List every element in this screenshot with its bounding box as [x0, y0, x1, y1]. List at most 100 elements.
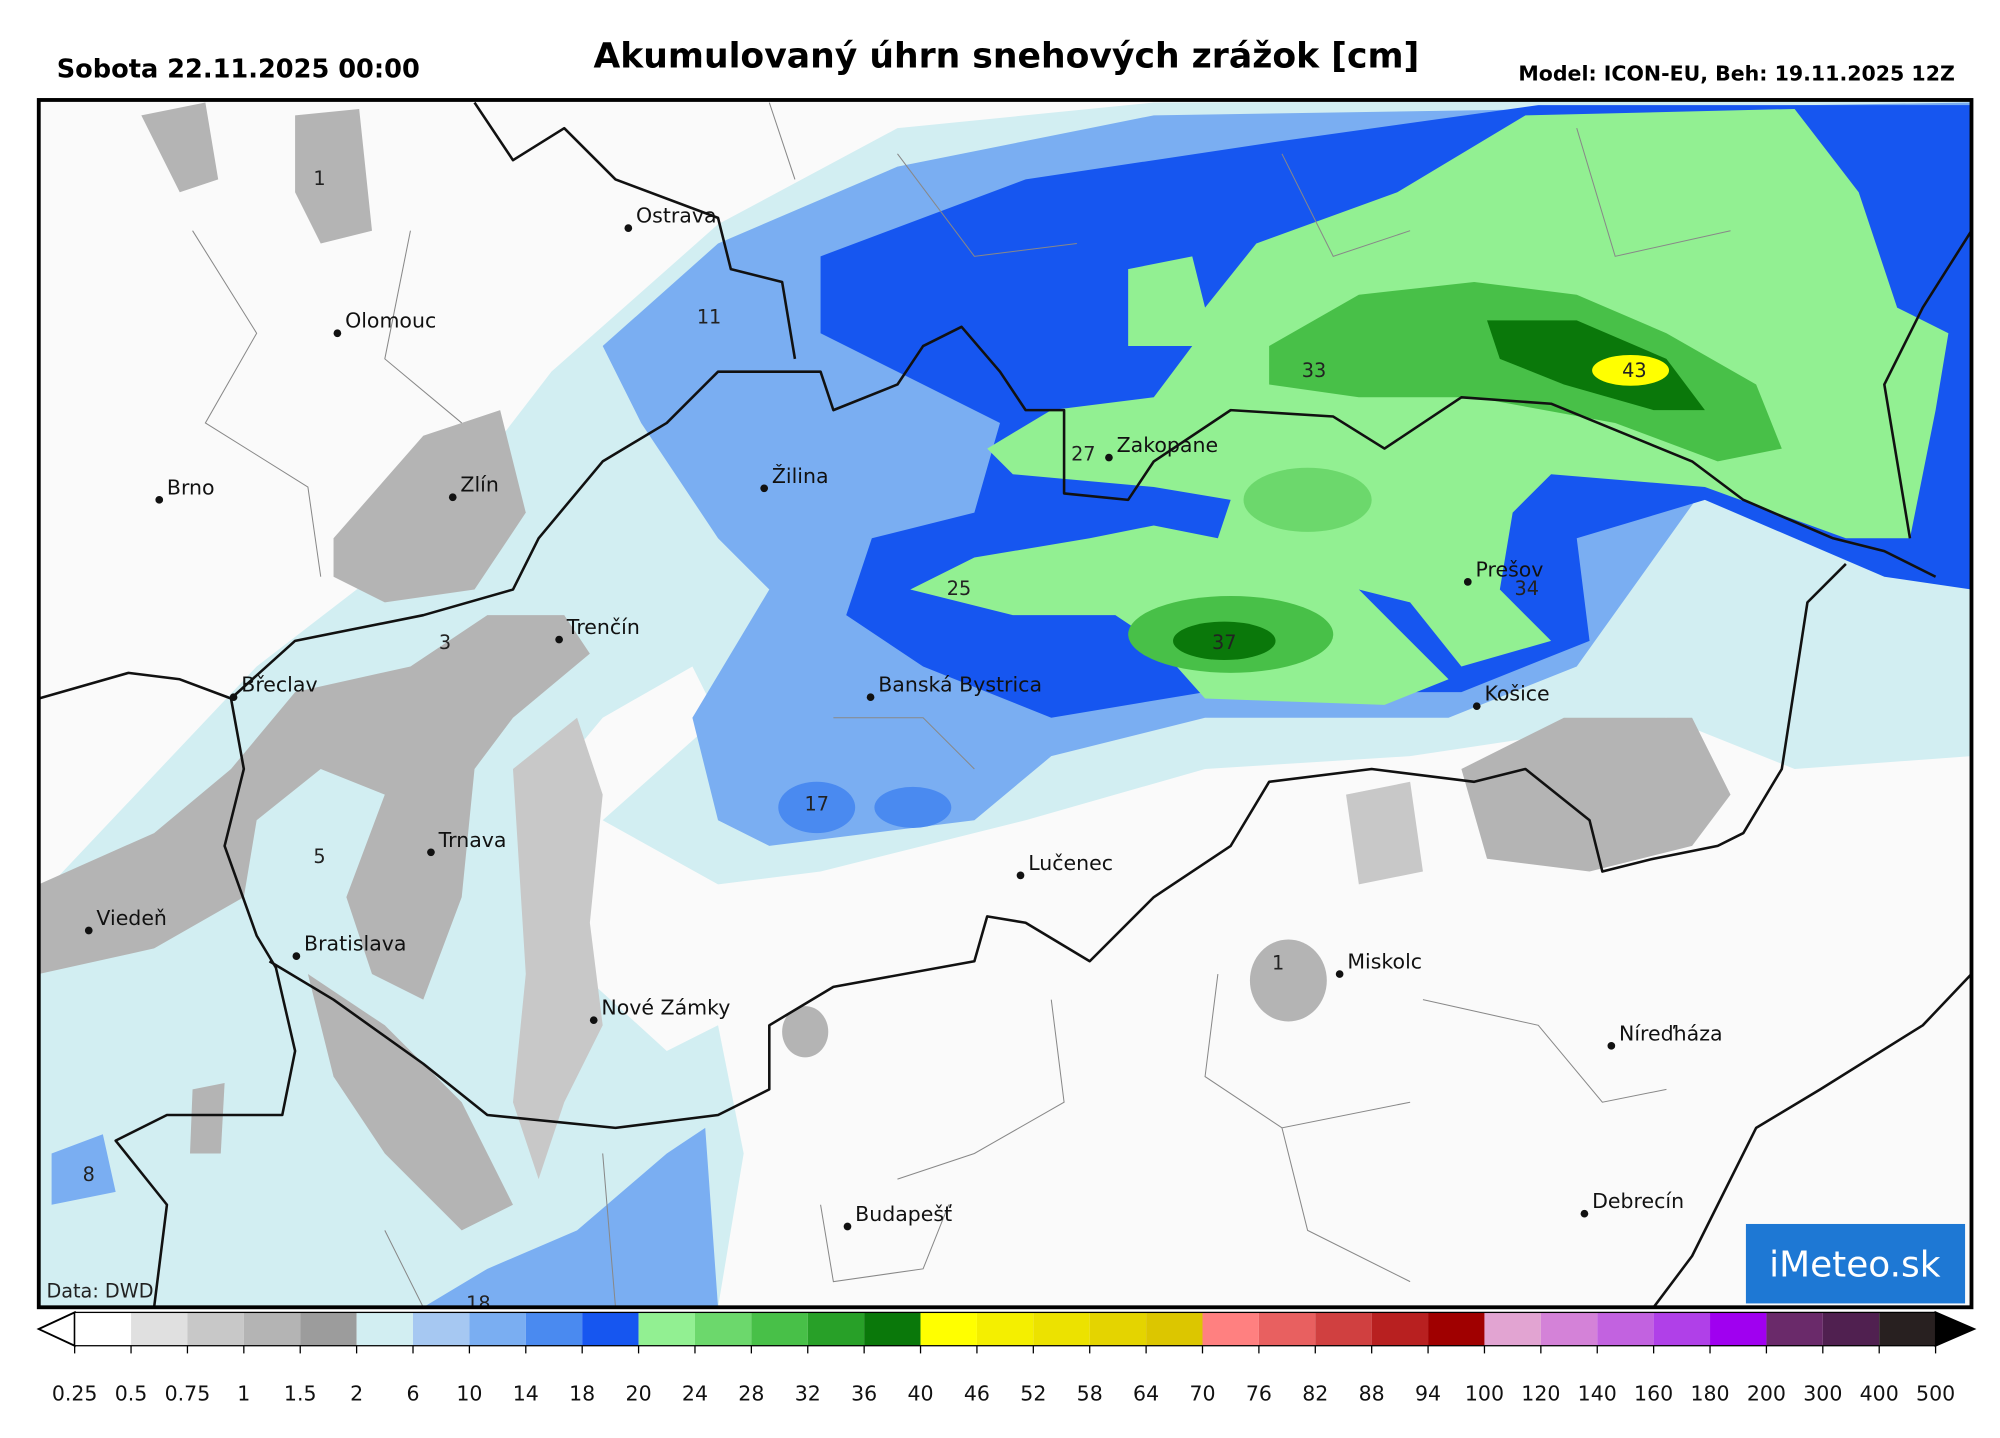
city-dot	[760, 484, 769, 493]
snow-area	[190, 1082, 225, 1154]
city-label: Nové Zámky	[601, 996, 730, 1020]
colorbar-tick-label: 300	[1803, 1381, 1842, 1405]
city-label: Ostrava	[636, 204, 717, 228]
value-label: 27	[1071, 442, 1095, 465]
value-label: 1	[1272, 951, 1284, 974]
value-label: 34	[1515, 577, 1539, 600]
snow-area	[1461, 717, 1731, 872]
cities: Ostrava Olomouc Brno Zlín Žilina Zakopane Tren…	[84, 204, 1723, 1231]
snow-area	[1346, 781, 1423, 885]
city-label: Břeclav	[241, 673, 317, 697]
country-border	[38, 671, 297, 1308]
colorbar-over	[1934, 1310, 1977, 1348]
city-dot	[292, 952, 301, 960]
colorbar-tick-label: 94	[1415, 1381, 1441, 1405]
snow-area	[38, 615, 590, 1000]
value-label: 8	[83, 1163, 95, 1186]
colorbar-segment	[582, 1312, 639, 1346]
colorbar-tick-label: 0.5	[115, 1381, 148, 1405]
colorbar-segment	[1428, 1312, 1485, 1346]
snow-area	[1269, 281, 1782, 462]
city-label: Banská Bystrica	[878, 673, 1042, 697]
city-label: Bratislava	[304, 932, 406, 956]
city-label: Brno	[167, 475, 215, 499]
colorbar-segment	[469, 1312, 526, 1346]
city-label: Košice	[1484, 682, 1549, 706]
colorbar-tick-label: 1	[237, 1381, 250, 1405]
colorbar-under	[36, 1310, 76, 1348]
value-label: 25	[947, 577, 971, 600]
country-border	[473, 101, 1972, 1308]
region-line	[192, 102, 1731, 1308]
title: Akumulovaný úhrn snehových zrážok [cm]	[593, 37, 1419, 77]
city-dot	[155, 495, 164, 504]
colorbar-tick-label: 40	[907, 1381, 933, 1405]
colorbar-tick-label: 88	[1359, 1381, 1385, 1405]
colorbar-segment	[413, 1312, 470, 1346]
colorbar-tick-label: 180	[1690, 1381, 1729, 1405]
colorbar-tick-label: 160	[1634, 1381, 1673, 1405]
city-label: Olomouc	[345, 309, 436, 333]
colorbar-tick-label: 2	[350, 1381, 363, 1405]
value-label: 1	[313, 167, 325, 190]
snow-area	[782, 1006, 829, 1058]
city-label: Budapešť	[855, 1202, 952, 1226]
value-label: 37	[1212, 631, 1236, 654]
colorbar-tick-label: 200	[1747, 1381, 1786, 1405]
city-dot	[1335, 970, 1344, 978]
colorbar-segment	[638, 1312, 695, 1346]
city-label: Prešov	[1475, 557, 1543, 581]
snow-area	[51, 1127, 719, 1308]
snow-area	[333, 410, 526, 603]
value-label: 33	[1302, 359, 1326, 382]
colorbar-tick-label: 140	[1578, 1381, 1617, 1405]
colorbar-segment	[751, 1312, 808, 1346]
source: Data: DWD	[46, 1279, 153, 1302]
colorbar-segment	[1258, 1312, 1316, 1346]
colorbar-tick-label: 120	[1521, 1381, 1560, 1405]
colorbar-frame	[74, 1311, 1937, 1347]
city-dot	[1016, 871, 1025, 880]
colorbar-segment	[356, 1312, 414, 1346]
colorbar-segment	[1484, 1312, 1541, 1346]
snow-area	[1243, 467, 1372, 532]
colorbar-segment	[1766, 1312, 1823, 1346]
city-dot	[624, 224, 633, 232]
colorbar-tick-label: 76	[1246, 1381, 1272, 1405]
colorbar-tick-label: 20	[626, 1381, 652, 1405]
colorbar-segment	[920, 1312, 977, 1346]
colorbar-segment	[976, 1312, 1034, 1346]
colorbar-segment	[1540, 1312, 1598, 1346]
country-border	[268, 563, 1847, 1130]
city-label: Miskolc	[1347, 950, 1422, 974]
colorbar-tick-label: 500	[1916, 1381, 1955, 1405]
colorbar-segment	[807, 1312, 865, 1346]
colorbar-tick-label: 0.75	[165, 1381, 211, 1405]
colorbar-tick-label: 10	[456, 1381, 482, 1405]
city-dot	[427, 848, 435, 857]
colorbar-segment	[1879, 1312, 1936, 1346]
snow-area	[512, 717, 603, 1180]
city-dot	[84, 926, 93, 935]
city-dot	[555, 635, 563, 644]
colorbar-tick-label: 24	[682, 1381, 708, 1405]
colorbar-segment	[1710, 1312, 1767, 1346]
value-label: 5	[313, 845, 325, 868]
city-label: Trnava	[438, 828, 507, 852]
value-label: 17	[804, 792, 828, 815]
colorbar-tick-label: 14	[513, 1381, 539, 1405]
colorbar-tick-label: 0.25	[52, 1381, 98, 1405]
colorbar-tick-label: 100	[1465, 1381, 1504, 1405]
date: Sobota 22.11.2025 00:00	[57, 54, 420, 84]
snow-area	[307, 974, 513, 1231]
colorbar-segment	[243, 1312, 301, 1346]
map-frame	[36, 98, 1974, 1310]
value-label: 11	[697, 305, 721, 328]
value-label: 18	[466, 1292, 490, 1315]
colorbar-segment	[1202, 1312, 1259, 1346]
colorbar-tick-label: 82	[1302, 1381, 1328, 1405]
city-label: Trenčín	[566, 615, 640, 639]
colorbar: 0.25 0.5 0.75 1 1.5 2 6 10 14 18 20 24 28 32 36 40 46 52 5…	[36, 1310, 1977, 1405]
colorbar-segment	[131, 1312, 188, 1346]
